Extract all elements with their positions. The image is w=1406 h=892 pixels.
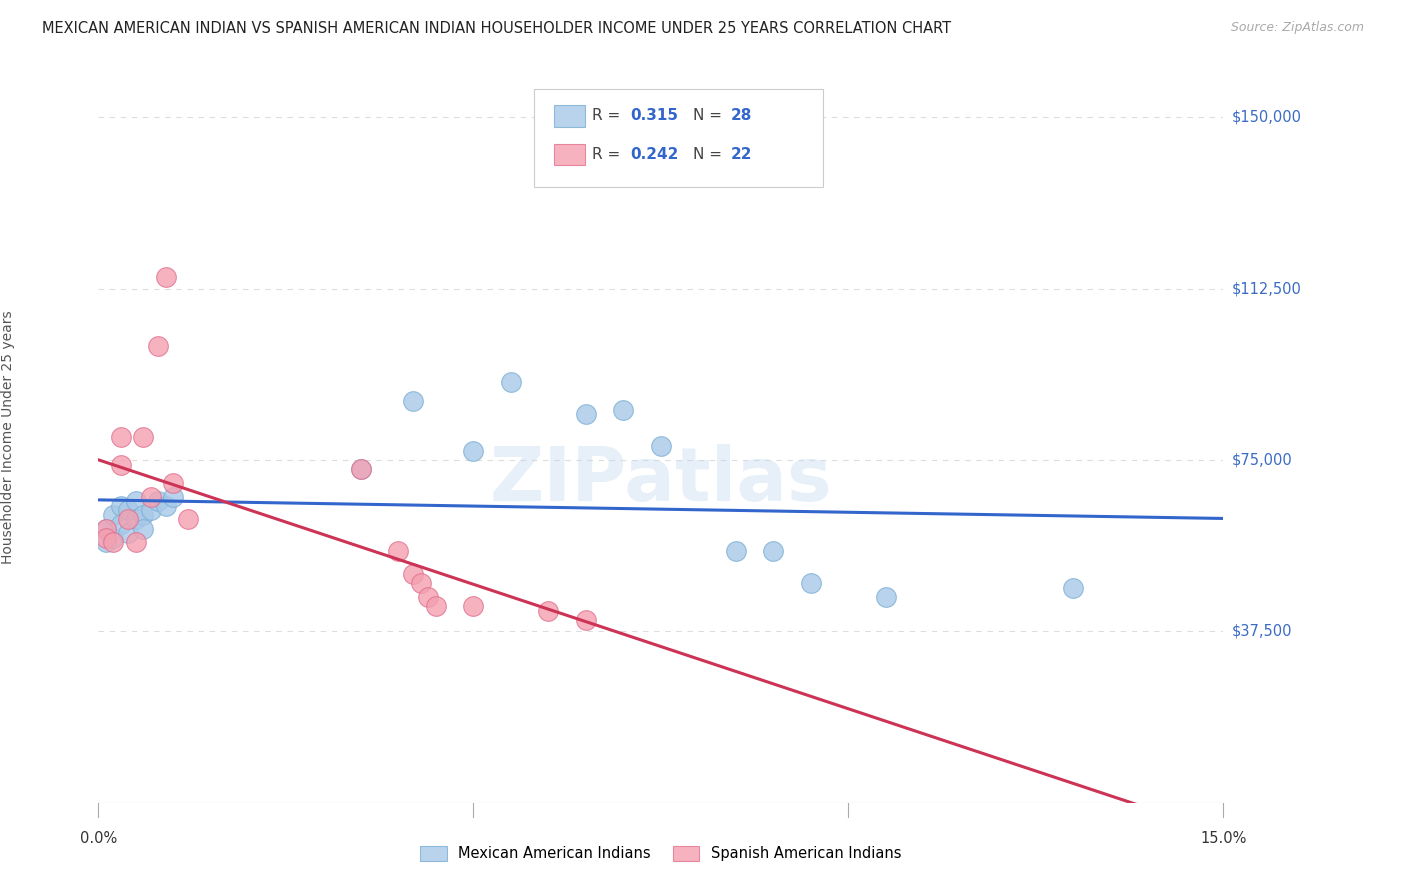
Point [650,439,672,453]
Point [800,576,823,591]
Text: 28: 28 [731,109,752,123]
Point [350,462,373,476]
Point [463,443,485,458]
Point [94,521,117,535]
Point [148,338,170,352]
Point [117,512,139,526]
Legend: Mexican American Indians, Spanish American Indians: Mexican American Indians, Spanish Americ… [420,846,901,862]
Text: 0.242: 0.242 [630,147,678,161]
Point [94,531,117,545]
Point [155,270,177,285]
Point [110,430,132,444]
Text: R =: R = [592,147,626,161]
Text: N =: N = [693,147,727,161]
Text: $150,000: $150,000 [1232,110,1302,125]
Point [162,475,184,490]
Point [177,512,200,526]
Point [103,531,125,545]
Point [132,430,155,444]
Point [575,613,598,627]
Point [117,526,139,541]
Point [155,499,177,513]
Point [94,521,117,535]
Point [125,512,148,526]
Text: ZIPatlas: ZIPatlas [489,444,832,517]
Text: 0.0%: 0.0% [80,830,117,846]
Point [402,567,425,582]
Point [1062,581,1084,595]
Point [132,521,155,535]
Point [139,503,162,517]
Text: R =: R = [592,109,626,123]
Text: $75,000: $75,000 [1232,452,1292,467]
Point [537,604,560,618]
Point [425,599,447,614]
Text: MEXICAN AMERICAN INDIAN VS SPANISH AMERICAN INDIAN HOUSEHOLDER INCOME UNDER 25 Y: MEXICAN AMERICAN INDIAN VS SPANISH AMERI… [42,21,952,36]
Point [125,535,148,549]
Text: Source: ZipAtlas.com: Source: ZipAtlas.com [1230,21,1364,34]
Point [132,508,155,522]
Point [418,590,440,604]
Point [103,508,125,522]
Text: 0.315: 0.315 [630,109,678,123]
Point [724,544,747,558]
Point [139,490,162,504]
Point [762,544,785,558]
Point [387,544,409,558]
Point [103,535,125,549]
Text: 22: 22 [731,147,752,161]
Point [110,499,132,513]
Text: $37,500: $37,500 [1232,624,1292,639]
Point [875,590,897,604]
Point [162,490,184,504]
Text: $112,500: $112,500 [1232,281,1302,296]
Point [117,503,139,517]
Point [499,375,522,389]
Text: 15.0%: 15.0% [1201,830,1246,846]
Point [350,462,373,476]
Point [110,516,132,531]
Point [402,393,425,408]
Text: Householder Income Under 25 years: Householder Income Under 25 years [1,310,15,564]
Point [148,494,170,508]
Point [94,535,117,549]
Point [463,599,485,614]
Point [612,402,634,417]
Point [575,407,598,421]
Point [125,494,148,508]
Point [409,576,432,591]
Text: N =: N = [693,109,727,123]
Point [110,458,132,472]
